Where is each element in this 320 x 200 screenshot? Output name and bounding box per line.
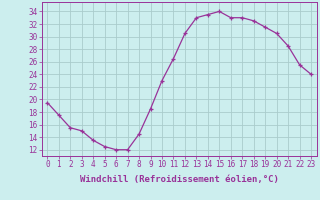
X-axis label: Windchill (Refroidissement éolien,°C): Windchill (Refroidissement éolien,°C) — [80, 175, 279, 184]
